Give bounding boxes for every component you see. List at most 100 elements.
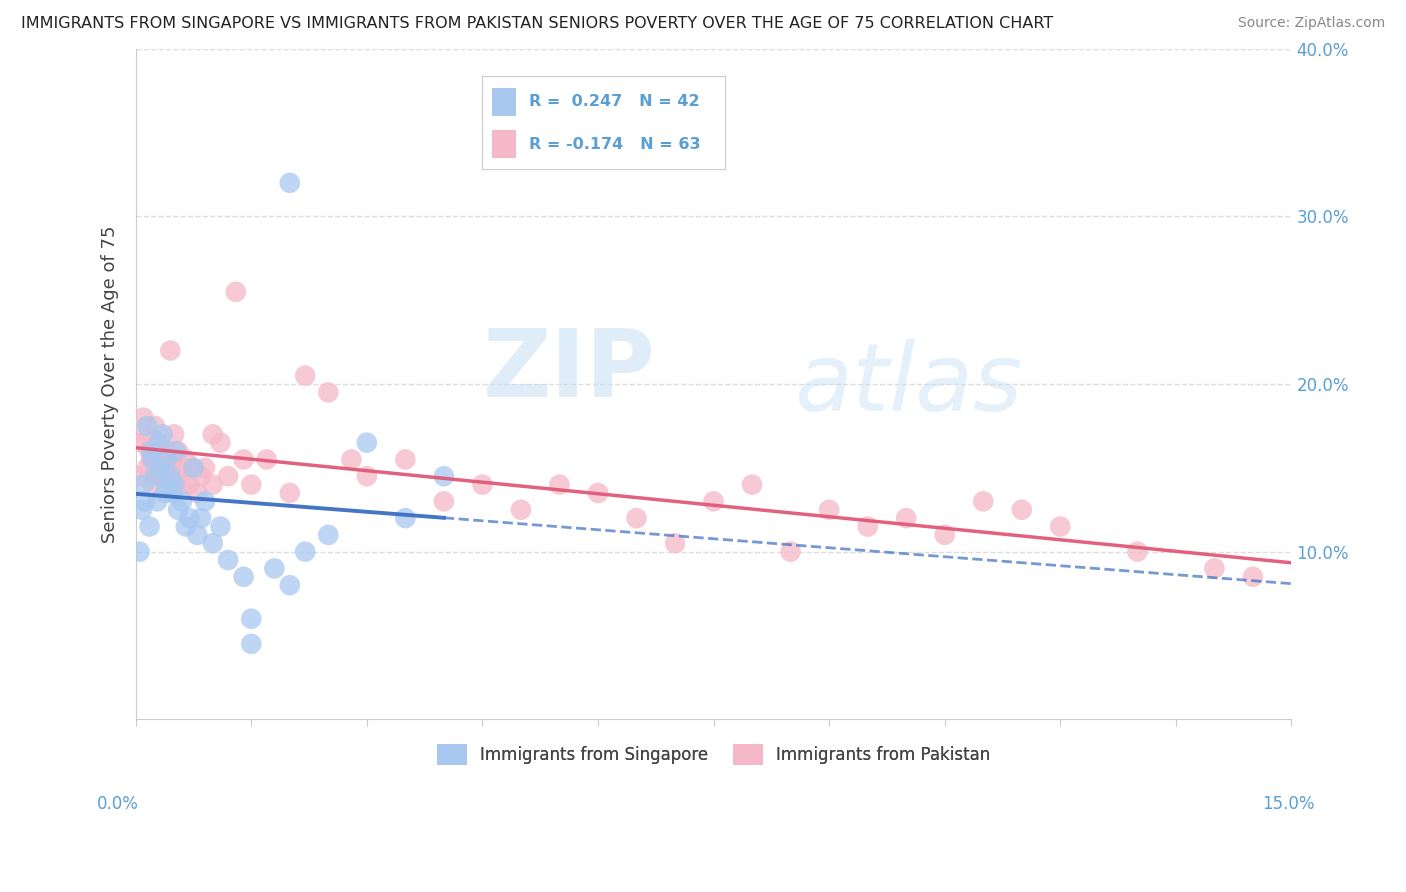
Point xyxy=(1126,544,1149,558)
Point xyxy=(510,502,533,516)
Text: IMMIGRANTS FROM SINGAPORE VS IMMIGRANTS FROM PAKISTAN SENIORS POVERTY OVER THE A: IMMIGRANTS FROM SINGAPORE VS IMMIGRANTS … xyxy=(21,16,1053,31)
Point xyxy=(779,544,801,558)
Point xyxy=(201,536,224,550)
Point xyxy=(741,477,763,491)
Point xyxy=(190,511,212,525)
Point xyxy=(162,486,184,500)
Point xyxy=(128,544,150,558)
Point xyxy=(278,486,301,500)
Point xyxy=(170,477,193,491)
Point xyxy=(294,368,316,383)
Point xyxy=(225,285,247,299)
Point xyxy=(157,477,180,491)
Text: Source: ZipAtlas.com: Source: ZipAtlas.com xyxy=(1237,16,1385,30)
Point xyxy=(240,637,263,651)
Point xyxy=(356,435,378,450)
Point xyxy=(148,435,170,450)
Point xyxy=(163,477,186,491)
Point xyxy=(896,511,918,525)
Point xyxy=(194,494,217,508)
Point xyxy=(152,452,174,467)
Point xyxy=(818,502,841,516)
Point xyxy=(318,528,340,542)
Point xyxy=(138,444,160,458)
Point xyxy=(143,469,166,483)
Point xyxy=(146,460,169,475)
Point xyxy=(972,494,994,508)
Point xyxy=(139,444,162,458)
Text: ZIP: ZIP xyxy=(482,325,655,417)
Point xyxy=(152,427,174,442)
Point xyxy=(138,519,160,533)
Point xyxy=(201,427,224,442)
Point xyxy=(162,452,184,467)
Point xyxy=(256,452,278,467)
Point xyxy=(134,494,156,508)
Point xyxy=(163,427,186,442)
Point xyxy=(664,536,686,550)
Point xyxy=(278,578,301,592)
Point xyxy=(146,494,169,508)
Point xyxy=(167,444,190,458)
Point xyxy=(186,528,208,542)
Point xyxy=(1241,570,1264,584)
Point xyxy=(201,477,224,491)
Point xyxy=(1011,502,1033,516)
Point xyxy=(183,460,205,475)
Point xyxy=(240,612,263,626)
Text: 15.0%: 15.0% xyxy=(1263,795,1315,813)
Point xyxy=(155,452,177,467)
Point xyxy=(278,176,301,190)
Point xyxy=(132,477,155,491)
Point xyxy=(294,544,316,558)
Point xyxy=(240,477,263,491)
Point xyxy=(586,486,609,500)
Point xyxy=(394,452,416,467)
Point xyxy=(1049,519,1071,533)
Point xyxy=(263,561,285,575)
Point xyxy=(136,460,159,475)
Point xyxy=(165,469,187,483)
Point xyxy=(165,444,187,458)
Point xyxy=(131,502,153,516)
Y-axis label: Seniors Poverty Over the Age of 75: Seniors Poverty Over the Age of 75 xyxy=(101,226,120,542)
Point xyxy=(394,511,416,525)
Point xyxy=(209,435,232,450)
Point xyxy=(433,469,456,483)
Point xyxy=(433,494,456,508)
Point xyxy=(131,435,153,450)
Point xyxy=(153,486,176,500)
Point xyxy=(170,494,193,508)
Point xyxy=(232,570,254,584)
Point xyxy=(170,460,193,475)
Point xyxy=(471,477,494,491)
Point xyxy=(142,477,165,491)
Text: 0.0%: 0.0% xyxy=(97,795,139,813)
Point xyxy=(128,469,150,483)
Point xyxy=(142,452,165,467)
Legend: Immigrants from Singapore, Immigrants from Pakistan: Immigrants from Singapore, Immigrants fr… xyxy=(430,738,997,772)
Point xyxy=(179,511,201,525)
Point xyxy=(186,486,208,500)
Point xyxy=(136,419,159,434)
Point xyxy=(356,469,378,483)
Point xyxy=(159,343,181,358)
Text: atlas: atlas xyxy=(794,339,1022,430)
Point xyxy=(190,469,212,483)
Point xyxy=(143,419,166,434)
Point xyxy=(149,460,172,475)
Point xyxy=(139,452,162,467)
Point xyxy=(934,528,956,542)
Point xyxy=(155,460,177,475)
Point xyxy=(232,452,254,467)
Point xyxy=(1204,561,1226,575)
Point xyxy=(134,427,156,442)
Point xyxy=(548,477,571,491)
Point xyxy=(167,502,190,516)
Point xyxy=(340,452,363,467)
Point xyxy=(149,469,172,483)
Point xyxy=(132,410,155,425)
Point xyxy=(157,469,180,483)
Point xyxy=(194,460,217,475)
Point xyxy=(703,494,725,508)
